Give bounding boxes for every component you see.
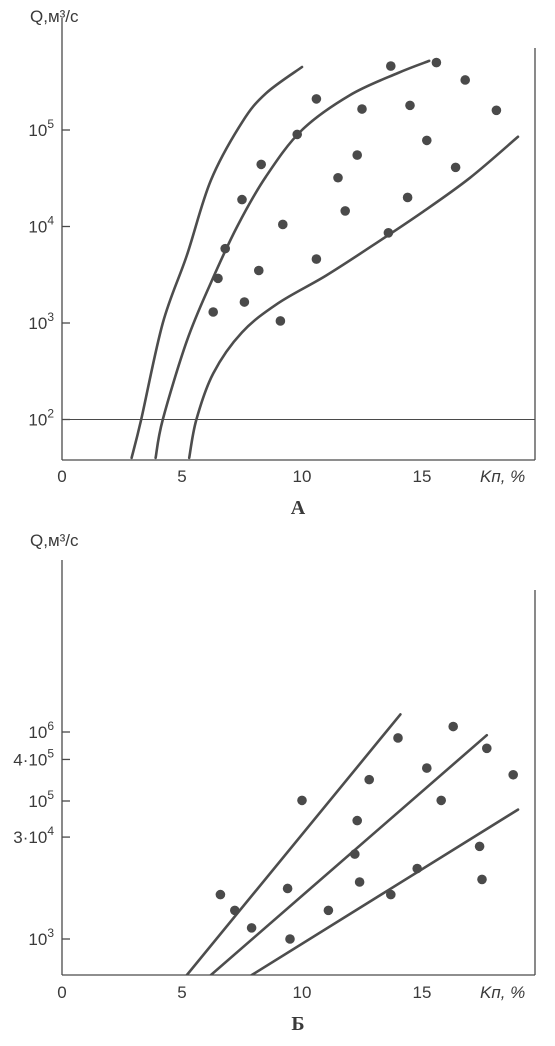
data-point xyxy=(477,874,487,885)
data-point xyxy=(297,795,307,806)
y-tick-base: 10 xyxy=(28,121,47,140)
panel-label: Б xyxy=(291,1013,304,1035)
y-tick-base: 10 xyxy=(28,792,47,811)
data-point xyxy=(448,721,459,732)
data-point xyxy=(220,243,230,254)
y-tick-base: 10 xyxy=(28,930,47,949)
data-point xyxy=(431,57,442,68)
x-tick-label: 5 xyxy=(177,983,186,1002)
data-point xyxy=(253,265,264,276)
y-tick-label: 102 xyxy=(28,407,54,430)
data-point xyxy=(474,841,485,852)
y-tick-exponent: 6 xyxy=(47,719,54,733)
y-tick-label: 4·105 xyxy=(13,746,54,769)
data-point xyxy=(215,889,226,900)
data-point xyxy=(323,905,334,916)
x-tick-label: 10 xyxy=(293,983,312,1002)
trend-curve-3 xyxy=(187,135,520,460)
data-point xyxy=(311,94,322,104)
trend-curve-3 xyxy=(250,808,520,975)
data-point xyxy=(333,172,343,183)
y-tick-exponent: 3 xyxy=(47,926,54,940)
y-tick-label: 103 xyxy=(28,926,54,949)
data-point xyxy=(239,297,250,307)
y-tick-exponent: 5 xyxy=(47,746,54,760)
data-point xyxy=(256,159,267,170)
y-tick-label: 105 xyxy=(28,117,54,140)
data-point xyxy=(237,194,247,205)
data-point xyxy=(340,206,351,216)
trend-curve-2 xyxy=(209,733,489,975)
data-point xyxy=(402,192,413,203)
y-tick-exponent: 4 xyxy=(47,214,54,228)
x-tick-label: 5 xyxy=(177,467,186,486)
x-axis-label: Kп, % xyxy=(480,983,525,1002)
y-tick-exponent: 4 xyxy=(47,824,54,838)
x-tick-label: 15 xyxy=(413,983,432,1002)
x-tick-label: 15 xyxy=(413,467,432,486)
y-tick-base: 4·10 xyxy=(13,750,47,769)
y-tick-base: 10 xyxy=(28,218,47,237)
data-point xyxy=(208,307,218,317)
curves-group xyxy=(185,713,520,975)
y-tick-label: 104 xyxy=(28,214,54,237)
data-point xyxy=(292,129,303,140)
data-point xyxy=(386,889,396,900)
trend-curve-1 xyxy=(130,65,304,460)
data-point xyxy=(213,273,223,284)
panel-label: А xyxy=(291,497,306,519)
y-tick-base: 10 xyxy=(28,723,47,742)
x-tick-label: 0 xyxy=(57,983,66,1002)
data-point xyxy=(383,228,394,238)
data-point xyxy=(422,763,432,773)
data-point xyxy=(278,219,288,230)
y-axis-label: Q,м³/с xyxy=(30,531,79,550)
y-tick-label: 103 xyxy=(28,310,54,333)
data-point xyxy=(491,105,502,116)
y-tick-label: 106 xyxy=(28,719,54,742)
data-point xyxy=(508,769,518,780)
x-axis-label: Kп, % xyxy=(480,467,525,486)
y-tick-label: 3·104 xyxy=(13,824,54,847)
y-tick-label: 105 xyxy=(28,788,54,811)
y-tick-base: 3·10 xyxy=(13,828,47,847)
y-axis-label: Q,м³/с xyxy=(30,7,79,26)
data-point xyxy=(412,863,423,874)
y-tick-exponent: 2 xyxy=(47,407,54,421)
trend-curve-2 xyxy=(154,59,431,460)
data-point xyxy=(282,883,293,894)
data-point xyxy=(311,254,322,264)
y-tick-exponent: 5 xyxy=(47,788,54,802)
curves-group xyxy=(130,59,520,460)
y-tick-base: 10 xyxy=(28,314,47,333)
data-point xyxy=(450,162,461,173)
data-point xyxy=(364,774,375,785)
y-tick-exponent: 3 xyxy=(47,310,54,324)
y-tick-base: 10 xyxy=(28,411,47,430)
data-point xyxy=(393,733,403,743)
data-point xyxy=(357,104,367,114)
data-point xyxy=(422,135,432,146)
trend-curve-1 xyxy=(185,713,402,975)
data-point xyxy=(350,849,360,859)
data-point xyxy=(246,923,257,933)
x-tick-label: 10 xyxy=(293,467,312,486)
data-point xyxy=(386,61,396,71)
data-point xyxy=(352,150,363,160)
data-point xyxy=(436,795,447,806)
data-point xyxy=(482,743,492,754)
data-point xyxy=(460,75,471,85)
data-point xyxy=(352,815,363,826)
data-point xyxy=(405,100,415,111)
data-point xyxy=(275,316,286,326)
y-tick-exponent: 5 xyxy=(47,117,54,131)
x-tick-label: 0 xyxy=(57,467,66,486)
data-point xyxy=(285,934,295,944)
data-point xyxy=(230,905,240,916)
data-point xyxy=(354,877,365,887)
